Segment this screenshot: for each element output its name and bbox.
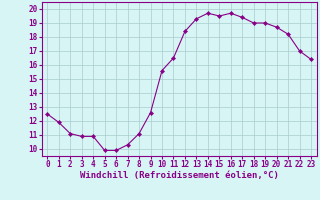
- X-axis label: Windchill (Refroidissement éolien,°C): Windchill (Refroidissement éolien,°C): [80, 171, 279, 180]
